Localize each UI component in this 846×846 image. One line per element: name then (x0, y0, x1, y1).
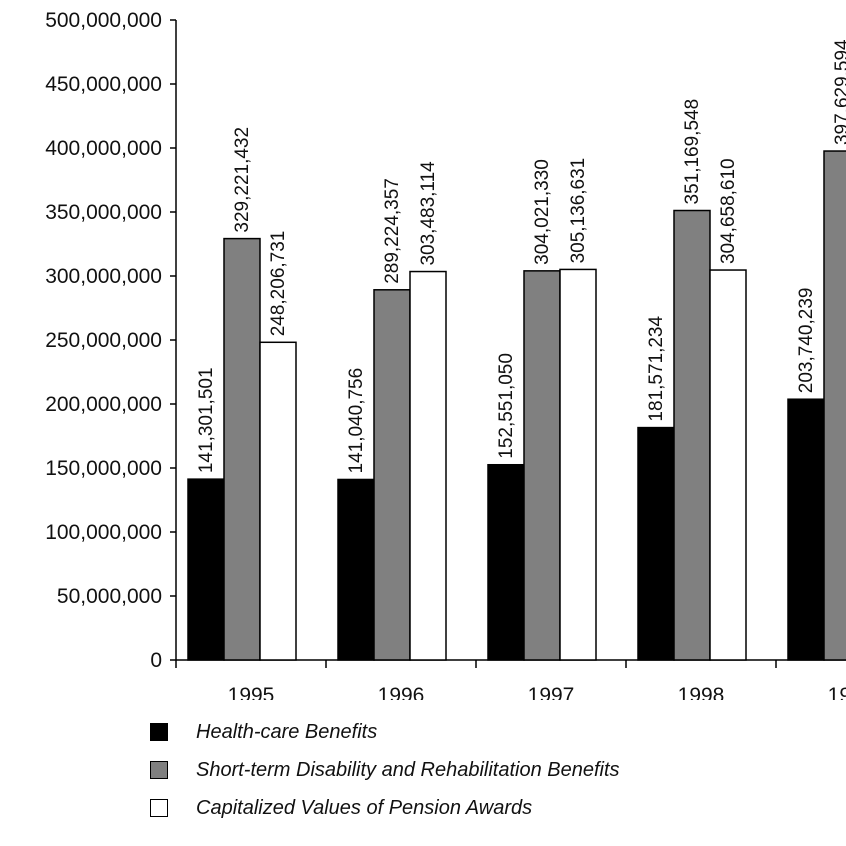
data-label-1997-health-care-benefits: 152,551,050 (496, 353, 517, 459)
y-tick-label-3: 150,000,000 (45, 457, 162, 480)
data-label-1996-capitalized-values-of-pension-awards: 303,483,114 (418, 161, 439, 266)
x-tick-label-1995: 1995 (228, 684, 275, 700)
bar-1999-health-care-benefits (787, 398, 825, 661)
x-tick-label-1996: 1996 (378, 684, 425, 700)
data-label-1995-capitalized-values-of-pension-awards: 248,206,731 (268, 231, 289, 337)
data-label-1997-capitalized-values-of-pension-awards: 305,136,631 (568, 158, 589, 264)
y-tick-label-5: 250,000,000 (45, 329, 162, 352)
bar-1998-short-term-disability-and-rehabilitation-benefits (673, 209, 711, 661)
bar-1996-short-term-disability-and-rehabilitation-benefits (373, 289, 411, 661)
y-tick-label-0: 0 (150, 649, 162, 672)
data-label-1996-health-care-benefits: 141,040,756 (346, 368, 367, 474)
bar-1998-capitalized-values-of-pension-awards (709, 269, 747, 661)
legend-swatch-health-care (150, 723, 168, 741)
legend-label-short-term-disability: Short-term Disability and Rehabilitation… (196, 758, 620, 781)
bar-1995-short-term-disability-and-rehabilitation-benefits (223, 237, 261, 661)
bar-1997-capitalized-values-of-pension-awards (559, 268, 597, 661)
y-tick-label-7: 350,000,000 (45, 201, 162, 224)
data-label-1999-health-care-benefits: 203,740,239 (796, 288, 817, 394)
data-label-1995-health-care-benefits: 141,301,501 (196, 367, 217, 473)
data-label-1998-health-care-benefits: 181,571,234 (646, 315, 667, 421)
y-tick-label-2: 100,000,000 (45, 521, 162, 544)
y-tick-label-8: 400,000,000 (45, 137, 162, 160)
y-tick-label-10: 500,000,000 (45, 9, 162, 32)
data-label-1999-short-term-disability-and-rehabilitation-benefits: 397,629,594 (832, 39, 846, 145)
legend-item-health-care: Health-care Benefits (150, 713, 800, 751)
data-label-1995-short-term-disability-and-rehabilitation-benefits: 329,221,432 (232, 127, 253, 233)
bar-1999-short-term-disability-and-rehabilitation-benefits (823, 150, 846, 661)
y-tick-label-4: 200,000,000 (45, 393, 162, 416)
x-tick-label-1998: 1998 (678, 684, 725, 700)
y-tick-label-9: 450,000,000 (45, 73, 162, 96)
bar-1995-health-care-benefits (187, 478, 225, 661)
x-tick-label-1999: 1999 (828, 684, 846, 700)
data-label-1997-short-term-disability-and-rehabilitation-benefits: 304,021,330 (532, 159, 553, 265)
bar-1998-health-care-benefits (637, 426, 675, 661)
data-label-1996-short-term-disability-and-rehabilitation-benefits: 289,224,357 (382, 178, 403, 284)
bar-1997-short-term-disability-and-rehabilitation-benefits (523, 270, 561, 661)
data-label-1998-capitalized-values-of-pension-awards: 304,658,610 (718, 158, 739, 264)
chart-legend: Health-care Benefits Short-term Disabili… (150, 713, 800, 827)
legend-swatch-pension-awards (150, 799, 168, 817)
bar-chart: 0 50,000,000 100,000,000 150,000,000 200,000… (45, 9, 846, 700)
bar-1997-health-care-benefits (487, 463, 525, 661)
legend-swatch-short-term-disability (150, 761, 168, 779)
legend-item-short-term-disability: Short-term Disability and Rehabilitation… (150, 751, 800, 789)
bar-1996-capitalized-values-of-pension-awards (409, 270, 447, 661)
legend-item-pension-awards: Capitalized Values of Pension Awards (150, 789, 800, 827)
legend-label-health-care: Health-care Benefits (196, 720, 378, 743)
y-tick-label-1: 50,000,000 (57, 585, 162, 608)
bar-1996-health-care-benefits (337, 478, 375, 661)
data-label-1998-short-term-disability-and-rehabilitation-benefits: 351,169,548 (682, 99, 703, 205)
y-tick-label-6: 300,000,000 (45, 265, 162, 288)
legend-label-pension-awards: Capitalized Values of Pension Awards (196, 796, 533, 819)
bar-1995-capitalized-values-of-pension-awards (259, 341, 297, 661)
x-tick-label-1997: 1997 (528, 684, 575, 700)
